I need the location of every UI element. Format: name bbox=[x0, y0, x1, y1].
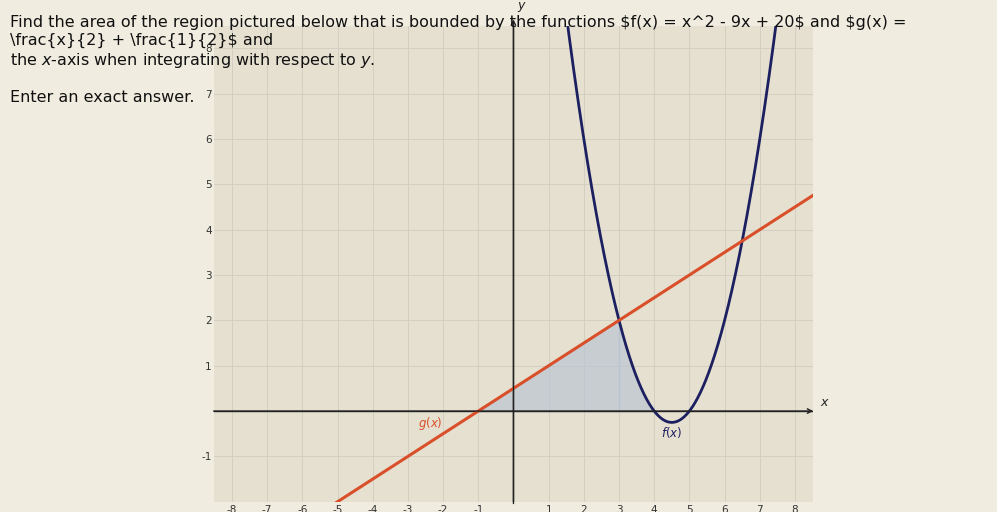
Text: $g(x)$: $g(x)$ bbox=[419, 415, 443, 432]
Text: $f(x)$: $f(x)$ bbox=[661, 424, 682, 440]
Text: $x$: $x$ bbox=[820, 396, 830, 409]
Text: Find the area of the region pictured below that is bounded by the functions $f(x: Find the area of the region pictured bel… bbox=[10, 15, 906, 104]
Text: $y$: $y$ bbox=[517, 1, 526, 14]
